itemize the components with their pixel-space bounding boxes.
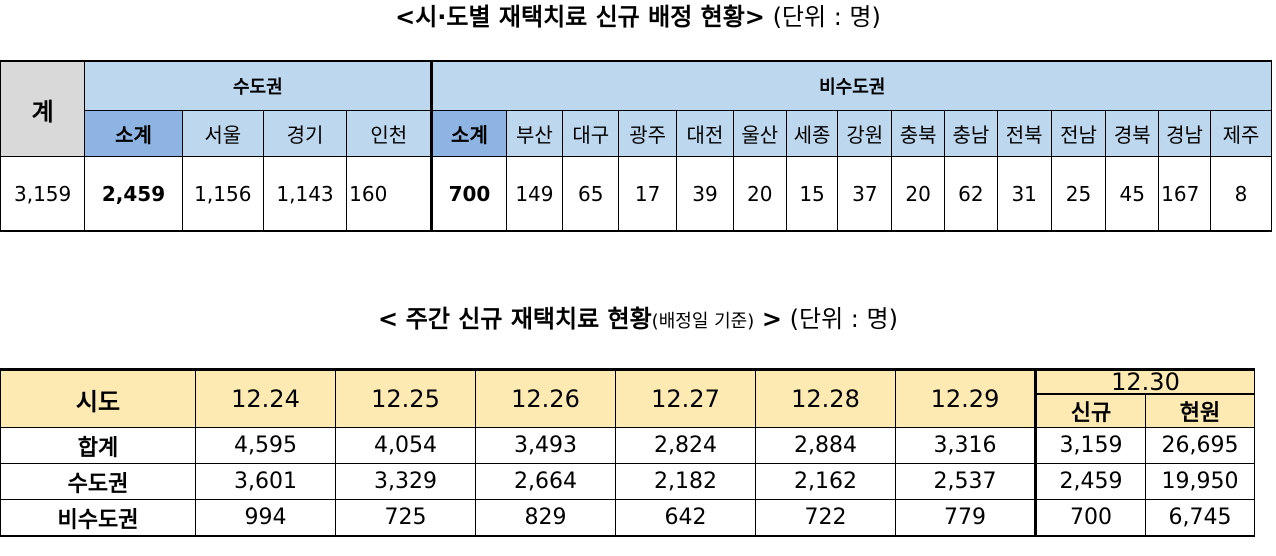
noncapital-value: 20 [891, 156, 945, 232]
noncapital-value: 149 [505, 156, 564, 232]
cell: 2,162 [755, 463, 896, 500]
noncapital-col-header: 경남 [1158, 110, 1211, 157]
capital-col-header: 인천 [346, 110, 433, 157]
sido-header: 시도 [0, 368, 196, 428]
cell: 725 [335, 499, 476, 537]
noncapital-col-header: 광주 [618, 110, 678, 157]
cell: 3,329 [335, 463, 476, 500]
noncapital-col-header: 울산 [732, 110, 787, 157]
cell: 3,159 [1034, 427, 1146, 464]
cell: 6,745 [1145, 499, 1255, 537]
capital-col-header: 경기 [262, 110, 348, 157]
table1-title-main: <시·도별 재택치료 신규 배정 현황> [395, 3, 765, 31]
table2-title-basis: (배정일 기준) [651, 311, 755, 332]
noncapital-col-header: 대전 [676, 110, 734, 157]
noncapital-col-header: 제주 [1209, 110, 1273, 157]
cell: 779 [895, 499, 1036, 537]
date-header: 12.27 [615, 368, 756, 428]
date-header: 12.25 [335, 368, 476, 428]
cell: 994 [195, 499, 336, 537]
noncapital-value: 167 [1158, 156, 1211, 232]
cell: 722 [755, 499, 896, 537]
table2-title-unit: (단위 : 명) [789, 305, 898, 333]
noncapital-value: 8 [1209, 156, 1273, 232]
noncapital-value: 25 [1050, 156, 1107, 232]
table-row: 수도권 3,601 3,329 2,664 2,182 2,162 2,537 … [0, 463, 1255, 500]
noncapital-value: 62 [944, 156, 998, 232]
cell: 2,664 [475, 463, 616, 500]
cell: 3,316 [895, 427, 1036, 464]
noncapital-col-header: 충남 [944, 110, 998, 157]
capital-col-header: 서울 [181, 110, 264, 157]
noncapital-value: 15 [785, 156, 839, 232]
table1-title-unit: (단위 : 명) [772, 3, 881, 31]
cell: 19,950 [1145, 463, 1255, 500]
noncapital-value: 39 [676, 156, 734, 232]
noncapital-col-header: 세종 [785, 110, 839, 157]
table2-title: < 주간 신규 재택치료 현황(배정일 기준) > (단위 : 명) [0, 302, 1276, 339]
regional-assignment-table: 계 수도권 비수도권 소계 서울 경기 인천 소계 부산 대구 광주 대전 울산… [0, 60, 1273, 232]
noncapital-col-header: 충북 [891, 110, 945, 157]
capital-value: 160 [346, 156, 433, 232]
table2-title-close: > [761, 305, 782, 333]
cell: 829 [475, 499, 616, 537]
row-label: 합계 [0, 427, 196, 464]
cell: 2,884 [755, 427, 896, 464]
cell: 3,601 [195, 463, 336, 500]
noncapital-value: 700 [430, 156, 507, 232]
date-header: 12.24 [195, 368, 336, 428]
cell: 2,182 [615, 463, 756, 500]
table-row: 비수도권 994 725 829 642 722 779 700 6,745 [0, 499, 1255, 537]
cell: 4,595 [195, 427, 336, 464]
noncapital-value: 45 [1105, 156, 1160, 232]
cell: 700 [1034, 499, 1146, 537]
cell: 2,537 [895, 463, 1036, 500]
noncapital-header: 비수도권 [430, 60, 1272, 111]
noncapital-value: 31 [996, 156, 1052, 232]
noncapital-value: 65 [562, 156, 620, 232]
capital-value: 1,143 [262, 156, 348, 232]
table2-title-main: 주간 신규 재택치료 현황 [405, 305, 652, 333]
date-header: 12.26 [475, 368, 616, 428]
weekly-assignment-table: 시도 12.24 12.25 12.26 12.27 12.28 12.29 1… [0, 368, 1255, 537]
noncapital-col-header: 전남 [1050, 110, 1107, 157]
noncapital-value: 17 [618, 156, 678, 232]
cell: 2,824 [615, 427, 756, 464]
total-header: 계 [0, 60, 86, 157]
noncapital-value: 37 [837, 156, 893, 232]
cell: 4,054 [335, 427, 476, 464]
date-header: 12.29 [895, 368, 1036, 428]
capital-col-header: 소계 [84, 110, 183, 157]
last-date-header: 12.30 [1034, 368, 1255, 395]
cell: 2,459 [1034, 463, 1146, 500]
capital-value: 1,156 [181, 156, 264, 232]
capital-value: 2,459 [84, 156, 183, 232]
noncapital-col-header: 부산 [505, 110, 564, 157]
noncapital-col-header: 대구 [562, 110, 620, 157]
noncapital-col-header: 경북 [1105, 110, 1160, 157]
noncapital-col-header: 소계 [430, 110, 507, 157]
table-row: 합계 4,595 4,054 3,493 2,824 2,884 3,316 3… [0, 427, 1255, 464]
cell: 642 [615, 499, 756, 537]
current-patients-header: 현원 [1145, 393, 1255, 428]
cell: 3,493 [475, 427, 616, 464]
noncapital-col-header: 강원 [837, 110, 893, 157]
capital-header: 수도권 [84, 60, 433, 111]
new-cases-header: 신규 [1034, 393, 1146, 428]
total-value: 3,159 [0, 156, 86, 232]
row-label: 비수도권 [0, 499, 196, 537]
noncapital-col-header: 전북 [996, 110, 1052, 157]
row-label: 수도권 [0, 463, 196, 500]
cell: 26,695 [1145, 427, 1255, 464]
noncapital-value: 20 [732, 156, 787, 232]
table2-title-open: < [378, 305, 399, 333]
table1-title: <시·도별 재택치료 신규 배정 현황> (단위 : 명) [0, 2, 1276, 32]
date-header: 12.28 [755, 368, 896, 428]
